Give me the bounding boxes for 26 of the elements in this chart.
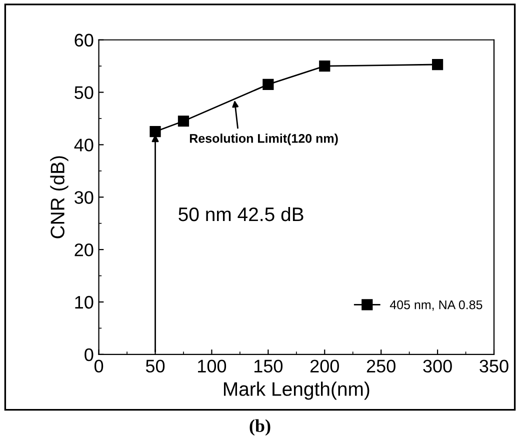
y-tick-label: 50 [74,86,94,100]
x-tick-label: 200 [310,360,339,373]
legend-label: 405 nm, NA 0.85 [390,300,482,311]
x-tick-label: 150 [254,360,283,373]
annotation: Resolution Limit(120 nm) [190,134,338,146]
x-tick-label: 250 [366,360,396,373]
point [319,60,330,72]
y-tick-label: 60 [74,34,94,47]
point [150,126,161,138]
text: (b) [250,419,270,436]
y-tick-label: 0 [84,348,94,362]
x-tick-label: 100 [198,360,226,373]
y-tick-label: 20 [74,243,94,256]
x-tick-label: 300 [423,360,452,373]
y-tick-label: 10 [75,296,94,309]
point [178,116,190,127]
x-tick-label: 350 [480,360,508,373]
y-tick-label: 40 [74,138,94,152]
x-axis-title: Mark Length(nm) [224,382,370,400]
x-tick-label: 0 [94,360,104,373]
y-axis-title: CNR (dB) [50,156,68,238]
point [432,58,444,70]
point [262,78,274,90]
y-tick-label: 30 [74,191,94,204]
annotation: 50 nm 42.5 dB [178,206,304,222]
x-tick-label: 50 [146,360,165,373]
